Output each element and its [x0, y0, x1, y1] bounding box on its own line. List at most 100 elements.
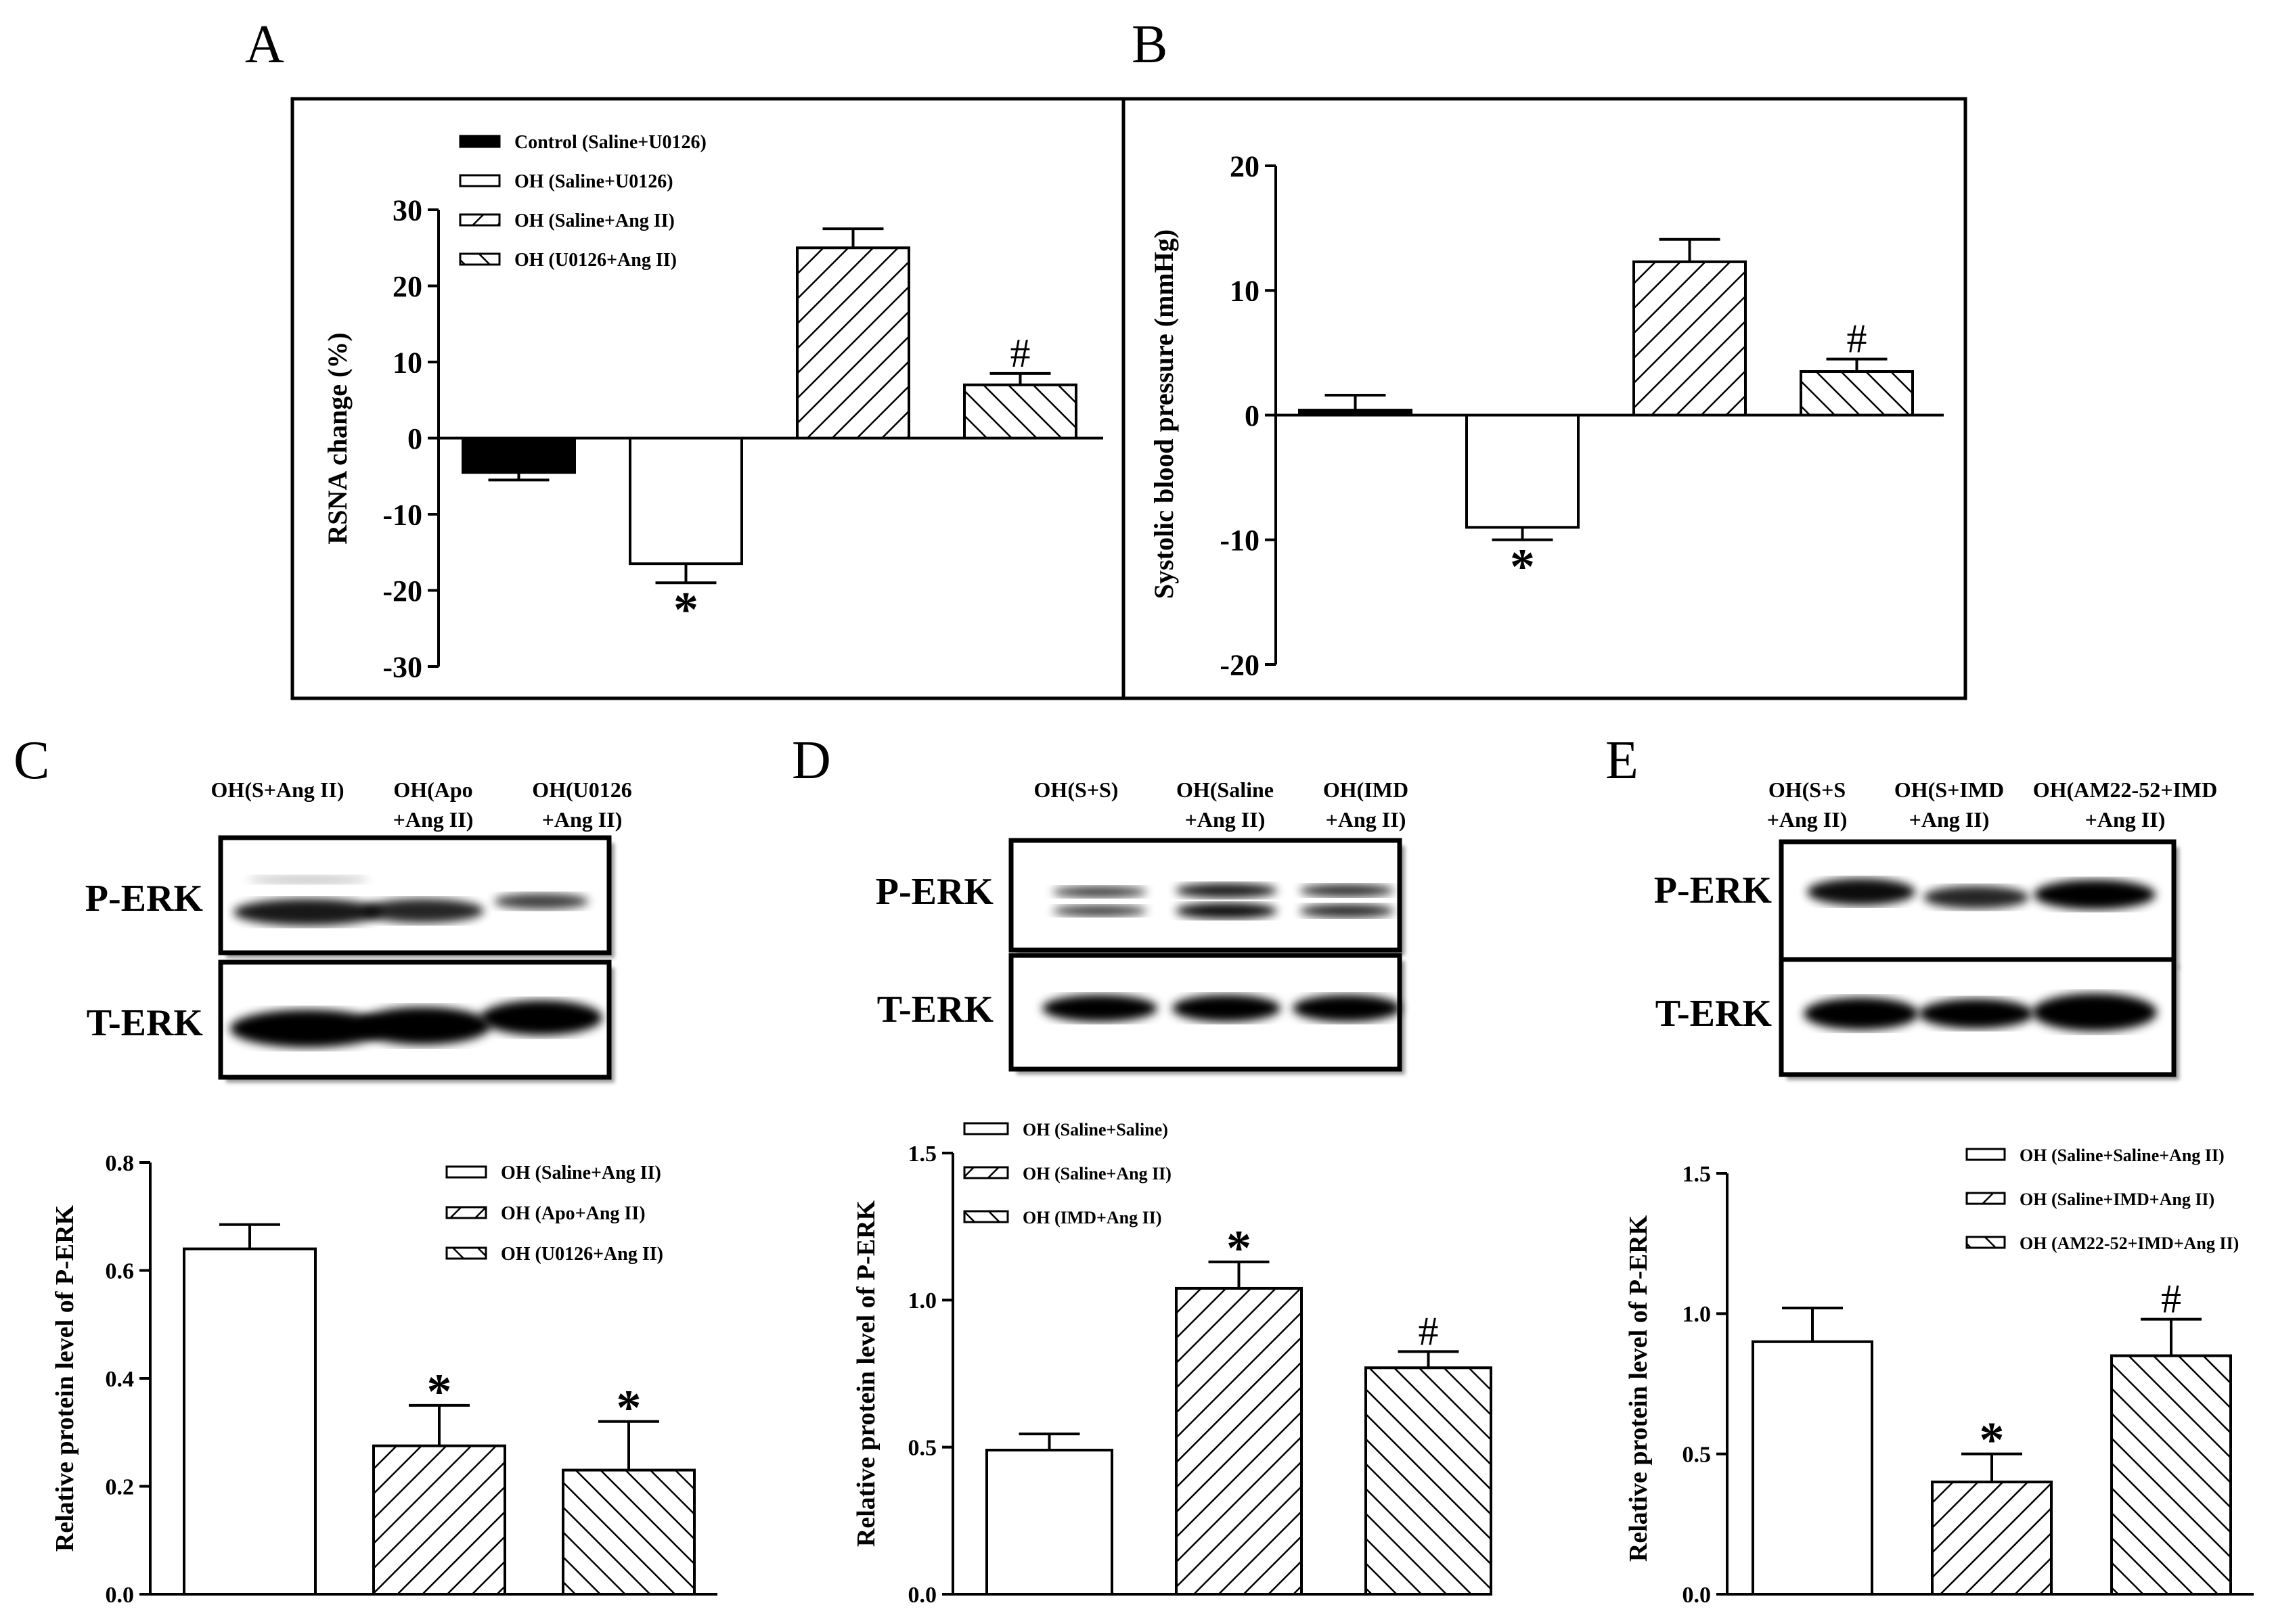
significance-mark: # — [2161, 1277, 2181, 1322]
bar-1 — [183, 1247, 317, 1596]
western-blot-c: OH(S+Ang II) OH(Apo +Ang II) OH(U0126 +Ang I… — [85, 777, 632, 1083]
legend: OH (Saline+Saline+Ang II) OH (Saline+IMD+… — [1965, 1146, 2239, 1253]
legend-swatch-1 — [445, 1165, 487, 1179]
blot-band — [2034, 880, 2156, 909]
lane-label: OH(IMD — [1323, 777, 1408, 802]
legend-swatch-3 — [1965, 1236, 2006, 1249]
row-label-t-erk: T-ERK — [87, 1002, 204, 1044]
bar-4 — [963, 383, 1077, 440]
blot-band — [1176, 883, 1277, 898]
legend-swatch-1 — [1965, 1148, 2006, 1161]
blot-band — [355, 1007, 491, 1045]
legend-swatch-2 — [1965, 1192, 2006, 1205]
y-tick-label: 0.6 — [106, 1259, 135, 1284]
legend-label-3: OH (U0126+Ang II) — [501, 1244, 663, 1265]
legend-swatch-2 — [445, 1206, 487, 1219]
bar-3 — [1364, 1366, 1492, 1596]
y-tick-label: 10 — [393, 346, 422, 379]
lane-label: OH(AM22-52+IMD — [2033, 777, 2217, 802]
lane-label: +Ang II) — [1909, 807, 1990, 832]
y-axis-label: Systolic blood pressure (mmHg) — [1149, 229, 1179, 599]
bar-2 — [1465, 413, 1580, 529]
western-blot-d: OH(S+S) OH(Saline +Ang II) OH(IMD +Ang II) P-… — [876, 777, 1408, 1075]
y-tick-label: -10 — [1220, 524, 1259, 557]
lane-label: OH(S+S) — [1034, 777, 1119, 802]
significance-mark: * — [673, 582, 698, 637]
lane-label: +Ang II) — [393, 807, 474, 832]
legend-swatch-3 — [963, 1210, 1009, 1223]
y-tick-label: 0.5 — [1682, 1443, 1712, 1468]
blot-band — [233, 899, 382, 926]
panel-label-e: E — [1605, 731, 1638, 790]
panel-label-c: C — [14, 731, 49, 790]
legend-swatch-2 — [459, 174, 501, 187]
blot-band — [1807, 878, 1915, 905]
lane-label: OH(S+S — [1768, 777, 1846, 802]
blot-band — [247, 876, 369, 884]
legend-label-1: Control (Saline+U0126) — [514, 132, 707, 153]
lane-label: +Ang II) — [1185, 807, 1266, 832]
y-tick-label: 30 — [393, 194, 422, 227]
y-tick-label: -20 — [1220, 648, 1259, 681]
bar-3 — [796, 246, 910, 440]
y-tick-label: 0.0 — [1682, 1583, 1712, 1608]
legend-swatch-1 — [459, 135, 501, 148]
bar-3 — [1632, 260, 1747, 417]
y-tick-label: 1.0 — [1682, 1302, 1712, 1327]
bar-3 — [2110, 1354, 2232, 1596]
blot-band — [481, 1000, 602, 1035]
bar-1 — [1752, 1340, 1873, 1596]
blot-band — [1923, 886, 2029, 909]
legend-swatch-1 — [963, 1122, 1009, 1135]
y-tick-label: 10 — [1230, 275, 1259, 308]
y-tick-label: 0.2 — [106, 1474, 135, 1499]
blot-band — [1804, 997, 1919, 1030]
significance-mark: * — [1980, 1413, 2005, 1468]
blot-band — [494, 893, 589, 909]
lane-label: +Ang II) — [1326, 807, 1406, 832]
significance-mark: * — [1226, 1221, 1251, 1276]
blot-band — [1172, 995, 1280, 1022]
bar-3 — [562, 1468, 696, 1596]
blot-band — [1052, 905, 1147, 916]
chart-b: 20 10 0 -10 -20 Systolic blood pressure (mmHg… — [1149, 150, 1944, 681]
row-label-t-erk: T-ERK — [1655, 993, 1773, 1035]
panel-label-a: A — [245, 15, 284, 74]
bar-2 — [372, 1444, 506, 1596]
lane-label: OH(U0126 — [532, 777, 632, 802]
legend: Control (Saline+U0126) OH (Saline+U0126) O… — [459, 132, 707, 271]
bar-2 — [1931, 1481, 2053, 1596]
bar-1 — [462, 436, 576, 474]
lane-label: OH(S+IMD — [1894, 777, 2004, 802]
y-tick-label: 0.0 — [106, 1583, 135, 1608]
lane-label: +Ang II) — [542, 807, 623, 832]
row-label-p-erk: P-ERK — [1654, 870, 1773, 911]
blot-band — [230, 1010, 386, 1047]
significance-mark: # — [1419, 1309, 1439, 1353]
blot-band — [2032, 993, 2157, 1031]
legend-label-2: OH (Apo+Ang II) — [501, 1203, 646, 1224]
y-tick-label: 1.5 — [1682, 1162, 1712, 1187]
legend-label-1: OH (Saline+Ang II) — [501, 1163, 661, 1183]
bar-1 — [1298, 409, 1412, 417]
legend-label-1: OH (Saline+Saline) — [1023, 1120, 1168, 1140]
row-label-p-erk: P-ERK — [876, 871, 994, 913]
row-label-t-erk: T-ERK — [877, 989, 994, 1031]
bar-1 — [985, 1449, 1113, 1596]
significance-mark: # — [1010, 331, 1031, 376]
significance-mark: * — [1510, 539, 1535, 595]
y-axis-label: RSNA change (%) — [322, 332, 353, 544]
chart-a: 30 20 10 0 -10 -20 -30 RSNA change (%) * # Control… — [322, 132, 1103, 683]
blot-band — [1299, 884, 1394, 897]
y-axis-label: Relative protein level of P-ERK — [51, 1204, 79, 1552]
lane-label: OH(S+Ang II) — [211, 777, 344, 802]
legend-label-3: OH (AM22-52+IMD+Ang II) — [2020, 1234, 2239, 1253]
legend-swatch-3 — [445, 1246, 487, 1260]
legend-label-2: OH (Saline+IMD+Ang II) — [2020, 1190, 2214, 1209]
blot-band — [1052, 886, 1147, 897]
lane-label: OH(Apo — [393, 777, 472, 802]
panel-b-frame — [1121, 97, 1967, 700]
panel-label-b: B — [1132, 15, 1167, 74]
y-tick-label: 0.4 — [106, 1367, 135, 1392]
